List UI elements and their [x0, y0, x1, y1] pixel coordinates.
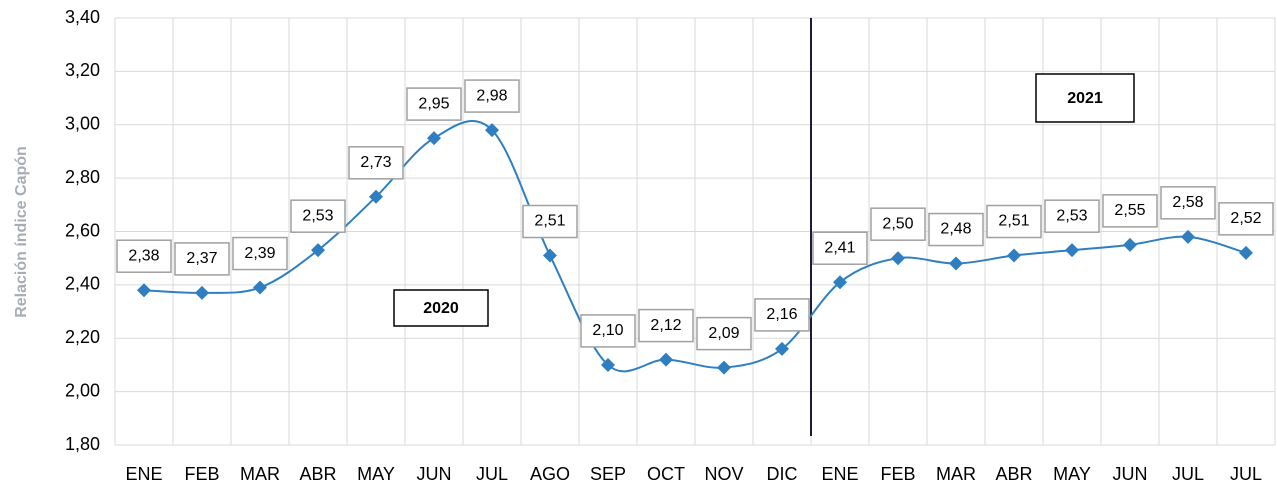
- value-label-box: [522, 204, 578, 239]
- value-label: 2,51: [534, 213, 565, 230]
- marker: [1123, 237, 1137, 252]
- value-label-box: [580, 314, 636, 348]
- x-tick-label: JUL: [1230, 464, 1262, 484]
- x-tick-label: JUL: [476, 464, 508, 484]
- x-tick-label: MAR: [936, 464, 976, 484]
- marker: [1239, 245, 1253, 260]
- value-label-box: [986, 204, 1042, 239]
- x-tick-label: ENE: [125, 464, 162, 484]
- value-label-box: [1102, 194, 1158, 228]
- value-label: 2,73: [360, 154, 391, 171]
- marker: [833, 275, 847, 290]
- annotation: 2020: [423, 300, 459, 317]
- y-tick-label: 2,80: [65, 167, 100, 187]
- y-axis-label: Relación índice Capón: [13, 146, 30, 318]
- value-label-box: [116, 239, 172, 273]
- value-label-box: [1044, 199, 1100, 233]
- marker: [311, 243, 325, 258]
- value-label: 2,09: [708, 325, 739, 342]
- y-tick-label: 2,60: [65, 220, 100, 240]
- x-tick-label: JUN: [1113, 464, 1148, 484]
- x-tick-label: NOV: [704, 464, 743, 484]
- grid: [114, 17, 1276, 446]
- value-label-box: [1218, 202, 1274, 236]
- value-label: 2,50: [882, 215, 913, 232]
- value-label: 2,53: [1056, 207, 1087, 224]
- x-tick-label: JUL: [1172, 464, 1204, 484]
- marker: [137, 283, 151, 298]
- value-label: 2,16: [766, 306, 797, 323]
- marker: [717, 360, 731, 375]
- value-label: 2,51: [998, 213, 1029, 230]
- value-label-box: [870, 207, 926, 241]
- marker: [659, 352, 673, 367]
- annotation-box: [393, 289, 489, 327]
- y-tick-label: 2,00: [65, 380, 100, 400]
- x-tick-label: JUN: [417, 464, 452, 484]
- x-tick-label: ABR: [299, 464, 336, 484]
- marker: [253, 280, 267, 295]
- marker: [601, 357, 615, 372]
- y-tick-label: 2,40: [65, 274, 100, 294]
- value-label: 2,95: [418, 95, 449, 112]
- value-label-box: [812, 231, 868, 265]
- value-label-box: [406, 87, 462, 121]
- value-label-box: [232, 236, 288, 271]
- value-label: 2,39: [244, 245, 275, 262]
- value-label: 2,12: [650, 317, 681, 334]
- marker: [543, 248, 557, 263]
- value-label-box: [290, 199, 346, 233]
- value-label-box: [928, 212, 984, 247]
- marker: [485, 123, 499, 138]
- x-tick-label: MAY: [1053, 464, 1091, 484]
- marker: [1181, 229, 1195, 244]
- marker: [369, 189, 383, 204]
- value-label: 2,10: [592, 322, 623, 339]
- marker: [1007, 248, 1021, 263]
- annotation: 2021: [1067, 90, 1103, 107]
- marker: [775, 341, 789, 356]
- x-tick-label: SEP: [590, 464, 626, 484]
- marker: [427, 131, 441, 146]
- x-tick-label: FEB: [880, 464, 915, 484]
- x-tick-label: AGO: [530, 464, 570, 484]
- x-tick-label: DIC: [767, 464, 798, 484]
- x-tick-label: FEB: [184, 464, 219, 484]
- value-label-box: [464, 79, 520, 113]
- value-label-box: [1160, 186, 1216, 220]
- x-tick-label: ENE: [821, 464, 858, 484]
- x-tick-label: MAR: [240, 464, 280, 484]
- marker: [195, 285, 209, 300]
- marker: [891, 251, 905, 266]
- value-label-box: [754, 298, 810, 332]
- value-label: 2,53: [302, 207, 333, 224]
- y-tick-label: 3,00: [65, 114, 100, 134]
- value-label: 2,38: [128, 247, 159, 264]
- value-label: 2,55: [1114, 202, 1145, 219]
- y-tick-label: 3,40: [65, 7, 100, 27]
- value-label-box: [696, 316, 752, 351]
- value-label: 2,37: [186, 250, 217, 267]
- x-tick-label: OCT: [647, 464, 685, 484]
- x-tick-label: MAY: [357, 464, 395, 484]
- value-label: 2,52: [1230, 210, 1261, 227]
- x-tick-label: ABR: [995, 464, 1032, 484]
- y-tick-label: 1,80: [65, 434, 100, 454]
- value-label-box: [348, 146, 404, 180]
- y-tick-label: 2,20: [65, 327, 100, 347]
- value-label: 2,48: [940, 221, 971, 238]
- marker: [949, 256, 963, 271]
- value-label-box: [174, 242, 230, 276]
- value-label-box: [638, 308, 694, 343]
- marker: [1065, 243, 1079, 258]
- value-label: 2,58: [1172, 194, 1203, 211]
- value-label: 2,41: [824, 239, 855, 256]
- value-label: 2,98: [476, 87, 507, 104]
- y-tick-label: 3,20: [65, 60, 100, 80]
- annotation-box: [1035, 73, 1135, 123]
